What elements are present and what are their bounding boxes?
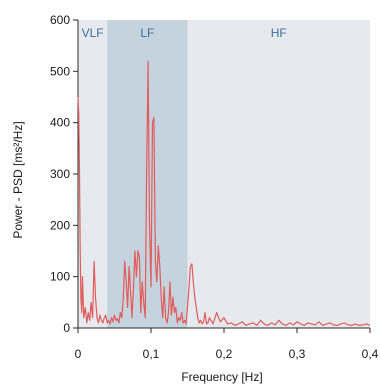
- x-tick-label: 0,3: [289, 347, 306, 361]
- band-label-lf: LF: [140, 26, 154, 40]
- psd-series-line: [77, 60, 371, 326]
- x-axis-title: Frequency [Hz]: [181, 370, 262, 384]
- band-lf: [107, 20, 188, 328]
- band-label-vlf: VLF: [82, 26, 104, 40]
- y-tick-label: 600: [50, 13, 70, 27]
- x-tick-label: 0: [75, 347, 82, 361]
- y-axis-title: Power - PSD [ms²/Hz]: [11, 121, 25, 238]
- y-tick-label: 500: [50, 64, 70, 78]
- psd-line-layer: [77, 60, 371, 326]
- y-tick-label: 200: [50, 218, 70, 232]
- tick-labels: 0 100 200 300 400 500 600 0 0,1 0,2 0,3 0,4: [50, 13, 379, 361]
- x-tick-label: 0,1: [143, 347, 160, 361]
- x-tick-label: 0,4: [362, 347, 379, 361]
- y-tick-label: 400: [50, 116, 70, 130]
- y-tick-label: 300: [50, 167, 70, 181]
- x-tick-label: 0,2: [216, 347, 233, 361]
- band-hf: [187, 20, 370, 328]
- y-tick-label: 0: [63, 321, 70, 335]
- band-label-hf: HF: [271, 26, 287, 40]
- axes: [73, 19, 371, 333]
- y-tick-label: 100: [50, 270, 70, 284]
- frequency-bands: VLF LF HF: [78, 20, 370, 328]
